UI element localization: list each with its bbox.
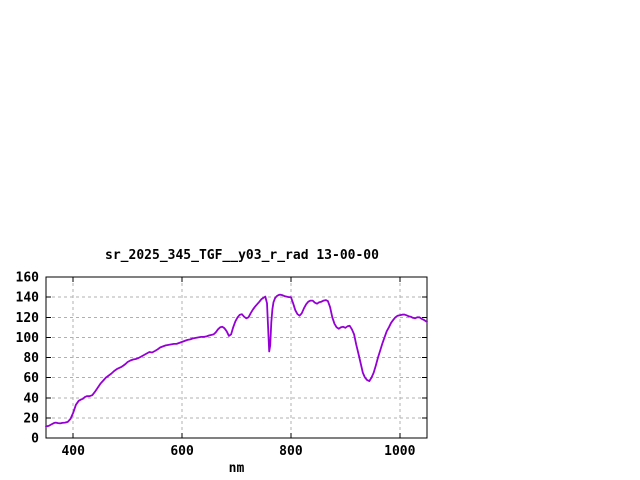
x-tick-label: 1000 — [384, 444, 415, 459]
y-tick-label: 20 — [23, 411, 39, 426]
y-tick-label: 120 — [16, 311, 40, 326]
y-tick-label: 140 — [16, 291, 40, 306]
x-tick-label: 400 — [61, 444, 85, 459]
y-tick-label: 60 — [23, 371, 39, 386]
y-tick-label: 0 — [31, 432, 39, 447]
y-tick-label: 80 — [23, 351, 39, 366]
y-tick-label: 40 — [23, 391, 39, 406]
y-tick-label: 100 — [16, 331, 40, 346]
y-tick-label: 160 — [16, 271, 40, 286]
x-tick-label: 800 — [279, 444, 303, 459]
x-tick-label: 600 — [170, 444, 194, 459]
x-axis-label: nm — [228, 461, 245, 476]
plot-border — [45, 276, 428, 439]
radiance-curve — [45, 293, 428, 428]
chart-title: sr_2025_345_TGF__y03_r_rad 13-00-00 — [105, 248, 379, 263]
